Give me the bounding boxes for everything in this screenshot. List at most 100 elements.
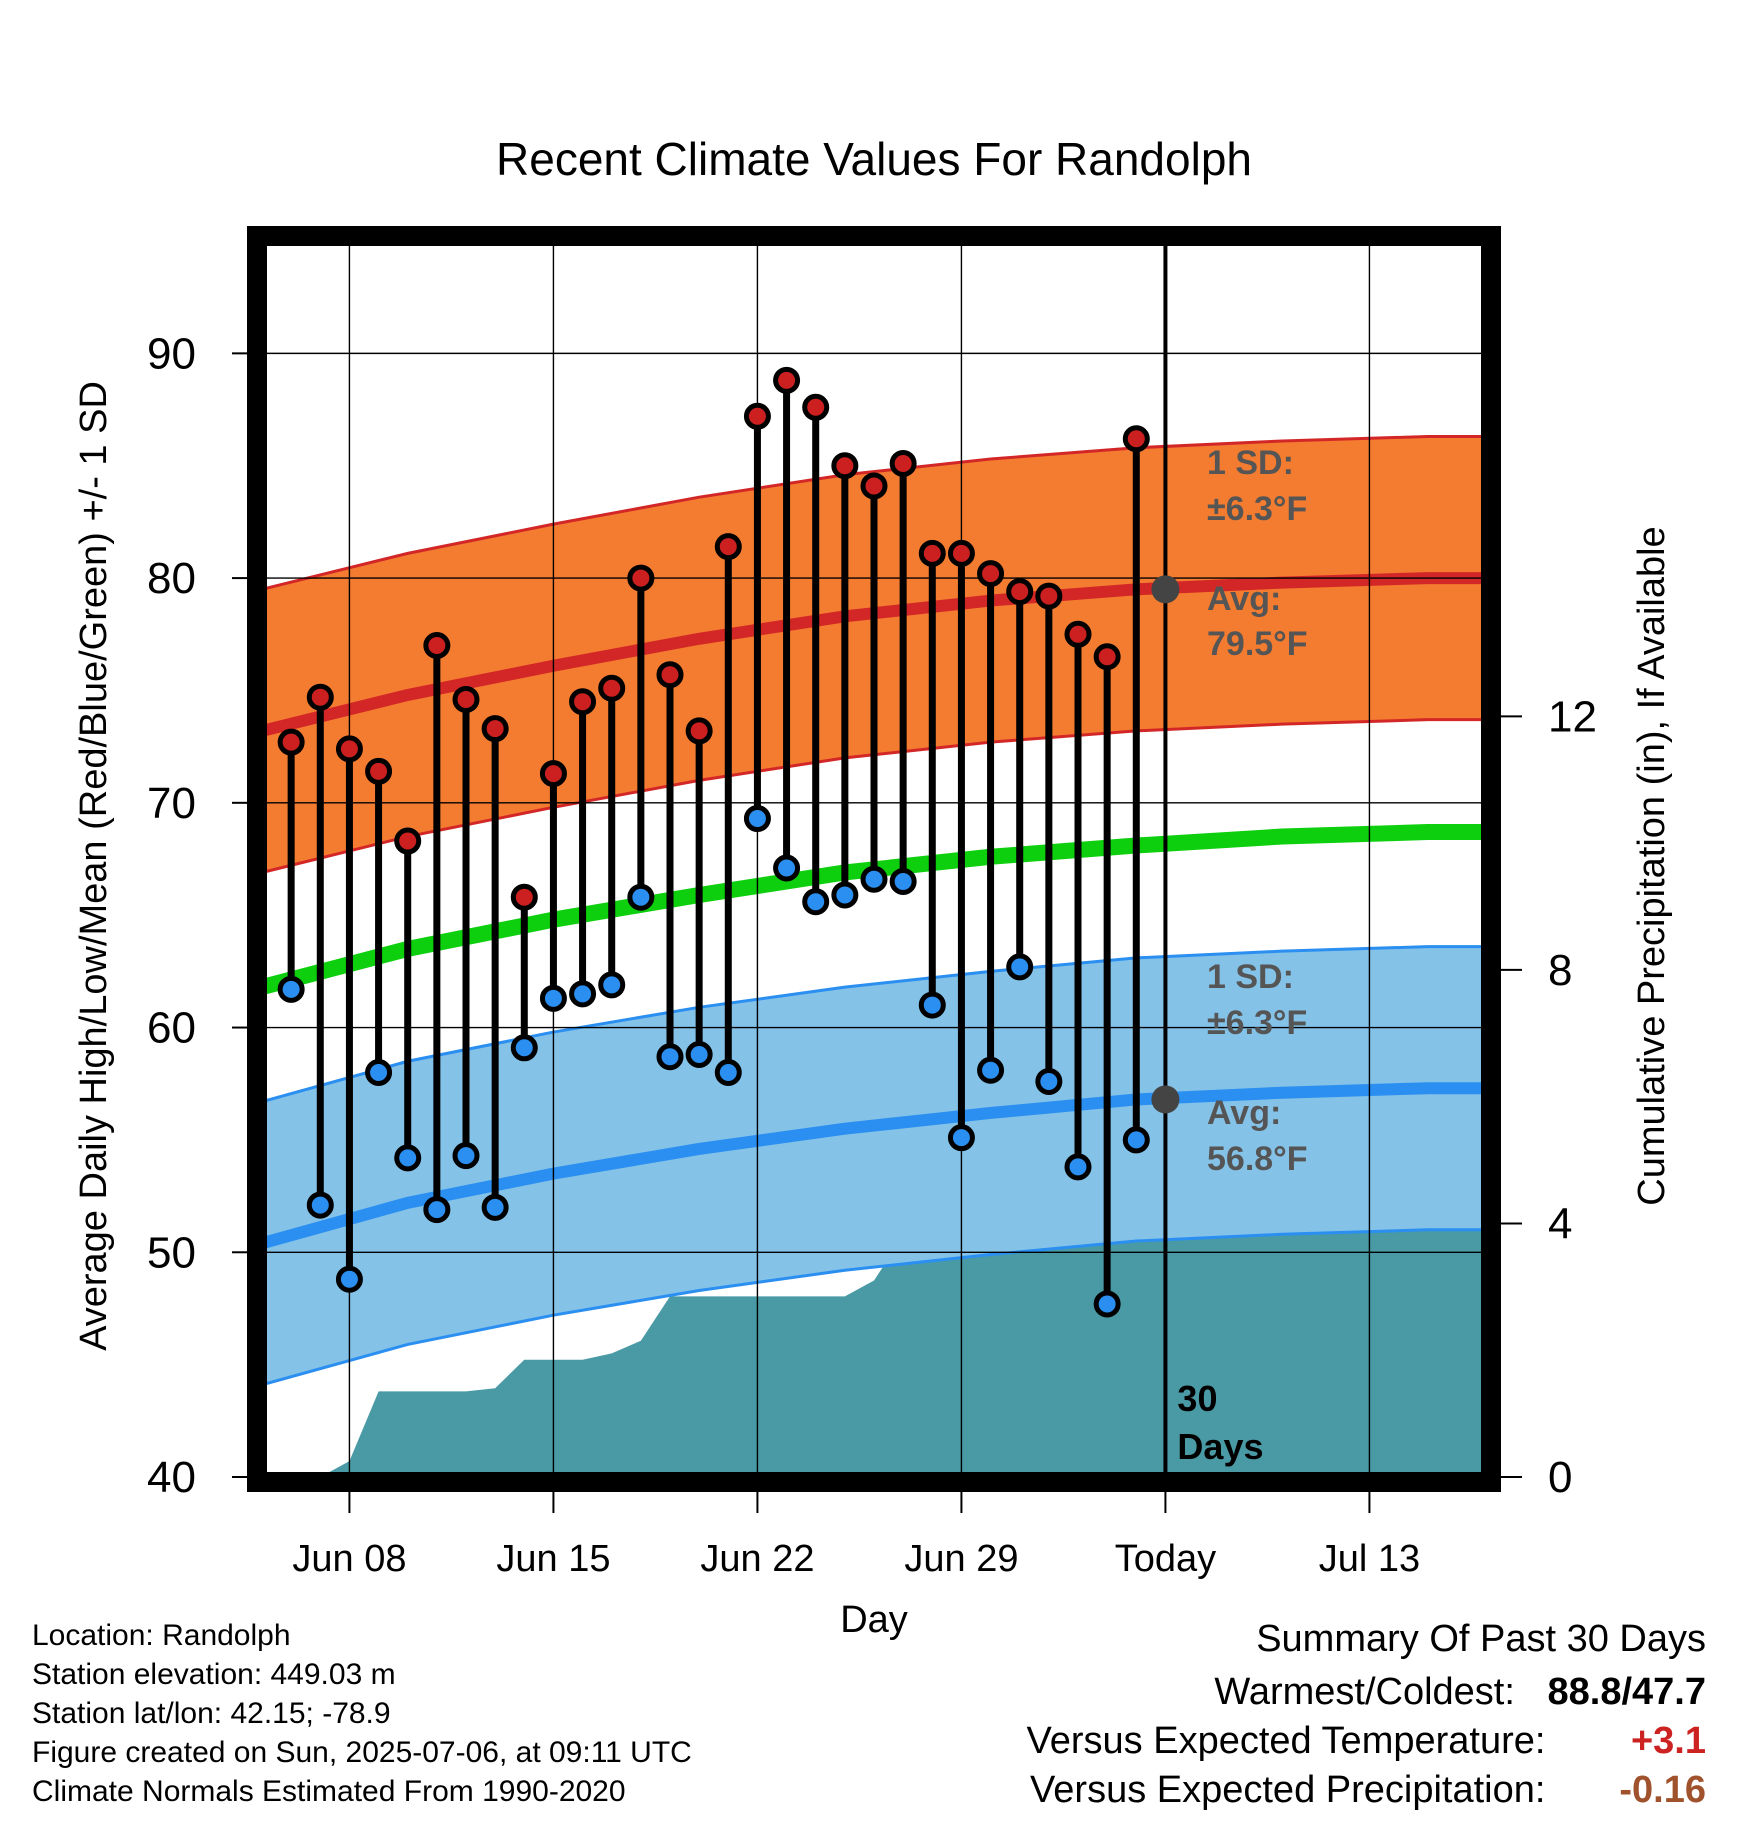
daily-high-point — [1064, 620, 1092, 648]
precipitation-area — [320, 1225, 1487, 1477]
daily-low-point — [1064, 1153, 1092, 1181]
daily-high-point — [1035, 582, 1063, 610]
warmest-coldest-row: Warmest/Coldest: 88.8/47.7 — [1027, 1671, 1706, 1714]
summary-panel: Summary Of Past 30 Days Warmest/Coldest:… — [1027, 1618, 1706, 1812]
low-band-upper-edge — [261, 945, 1486, 1104]
precip-vs-expected-value: -0.16 — [1619, 1769, 1706, 1811]
high-sd-value: ±6.3°F — [1207, 490, 1307, 528]
daily-high-point — [394, 827, 422, 855]
daily-low-point — [831, 881, 859, 909]
plot-frame — [247, 226, 1501, 1492]
daily-high-point — [539, 760, 567, 788]
high-avg-value: 79.5°F — [1207, 625, 1308, 663]
temp-vs-expected-row: Versus Expected Temperature: +3.1 — [1027, 1720, 1706, 1763]
y2-axis-label: Cumulative Precipitation (in), If Availa… — [1631, 526, 1673, 1205]
daily-high-point — [714, 533, 742, 561]
daily-high-point — [627, 564, 655, 592]
daily-low-point — [335, 1265, 363, 1293]
daily-high-point — [306, 683, 334, 711]
daily-high-point — [510, 883, 538, 911]
daily-high-point — [598, 674, 626, 702]
daily-high-point — [452, 685, 480, 713]
daily-low-point — [1122, 1126, 1150, 1154]
daily-low-point — [1035, 1067, 1063, 1095]
low-sd-label: 1 SD: — [1207, 958, 1294, 996]
high-sd-label: 1 SD: — [1207, 444, 1294, 482]
daily-low-point — [539, 984, 567, 1012]
y2-tick-label: 12 — [1548, 692, 1597, 741]
daily-low-point — [423, 1196, 451, 1224]
elevation-text: Station elevation: 449.03 m — [32, 1658, 396, 1691]
today-low-average-marker — [1151, 1085, 1180, 1114]
daily-low-point — [889, 867, 917, 895]
created-text: Figure created on Sun, 2025-07-06, at 09… — [32, 1736, 692, 1769]
x-tick-label: Jun 15 — [496, 1538, 610, 1580]
normals-text: Climate Normals Estimated From 1990-2020 — [32, 1775, 626, 1808]
low-sd-value: ±6.3°F — [1207, 1004, 1307, 1042]
x-tick-label: Jul 13 — [1319, 1538, 1420, 1580]
y2-tick-label: 8 — [1548, 946, 1572, 995]
low-avg-label: Avg: — [1207, 1094, 1281, 1132]
mean-average-line — [259, 824, 1486, 995]
x-tick-label: Today — [1115, 1538, 1216, 1580]
today-label-line1: 30 — [1177, 1378, 1217, 1419]
temp-vs-expected-value: +3.1 — [1630, 1720, 1706, 1762]
today-high-average-marker — [1151, 575, 1180, 604]
slash-separator: / — [1621, 1671, 1633, 1713]
daily-low-point — [656, 1043, 684, 1071]
daily-low-point — [685, 1041, 713, 1069]
coldest-value: 47.7 — [1632, 1671, 1706, 1713]
low-average-line — [260, 1082, 1486, 1250]
y-tick-label: 60 — [147, 1004, 196, 1053]
low-band-lower-edge — [261, 1228, 1486, 1387]
y-tick-label: 90 — [147, 329, 196, 378]
daily-high-point — [743, 402, 771, 430]
daily-high-point — [977, 560, 1005, 588]
daily-high-point — [773, 366, 801, 394]
chart-title: Recent Climate Values For Randolph — [496, 133, 1252, 185]
daily-low-point — [802, 888, 830, 916]
location-text: Location: Randolph — [32, 1619, 291, 1652]
latlon-text: Station lat/lon: 42.15; -78.9 — [32, 1697, 391, 1730]
daily-high-point — [569, 688, 597, 716]
daily-low-point — [306, 1191, 334, 1219]
y-tick-label: 70 — [147, 779, 196, 828]
y-axis-label: Average Daily High/Low/Mean (Red/Blue/Gr… — [73, 381, 115, 1351]
low-avg-value: 56.8°F — [1207, 1140, 1308, 1178]
temp-vs-expected-label: Versus Expected Temperature: — [1026, 1720, 1546, 1762]
daily-low-point — [1006, 953, 1034, 981]
daily-high-point — [685, 717, 713, 745]
precip-vs-expected-row: Versus Expected Precipitation: -0.16 — [1027, 1769, 1706, 1812]
daily-high-point — [802, 393, 830, 421]
daily-low-point — [277, 975, 305, 1003]
x-tick-label: Jun 22 — [700, 1538, 814, 1580]
daily-high-point — [947, 539, 975, 567]
high-avg-label: Avg: — [1207, 580, 1281, 618]
x-tick-label: Jun 29 — [904, 1538, 1018, 1580]
daily-low-point — [860, 865, 888, 893]
warmest-coldest-label: Warmest/Coldest: — [1214, 1671, 1515, 1713]
daily-low-point — [394, 1144, 422, 1172]
daily-low-point — [598, 971, 626, 999]
daily-high-point — [889, 449, 917, 477]
y-tick-label: 40 — [147, 1453, 196, 1502]
daily-low-point — [947, 1124, 975, 1152]
daily-low-point — [510, 1034, 538, 1062]
daily-low-point — [569, 980, 597, 1008]
warmest-coldest-values: 88.8/47.7 — [1548, 1671, 1707, 1713]
high-band-upper-edge — [261, 435, 1486, 591]
y-tick-label: 50 — [147, 1228, 196, 1277]
high-band-lower-edge — [261, 718, 1486, 874]
daily-high-point — [1006, 578, 1034, 606]
daily-high-point — [335, 735, 363, 763]
daily-high-point — [1122, 425, 1150, 453]
daily-high-point — [277, 728, 305, 756]
daily-low-point — [452, 1142, 480, 1170]
daily-high-point — [656, 661, 684, 689]
daily-low-point — [714, 1058, 742, 1086]
warmest-value: 88.8 — [1547, 1671, 1622, 1713]
daily-low-point — [918, 991, 946, 1019]
precip-vs-expected-label: Versus Expected Precipitation: — [1030, 1769, 1546, 1811]
daily-low-point — [481, 1193, 509, 1221]
